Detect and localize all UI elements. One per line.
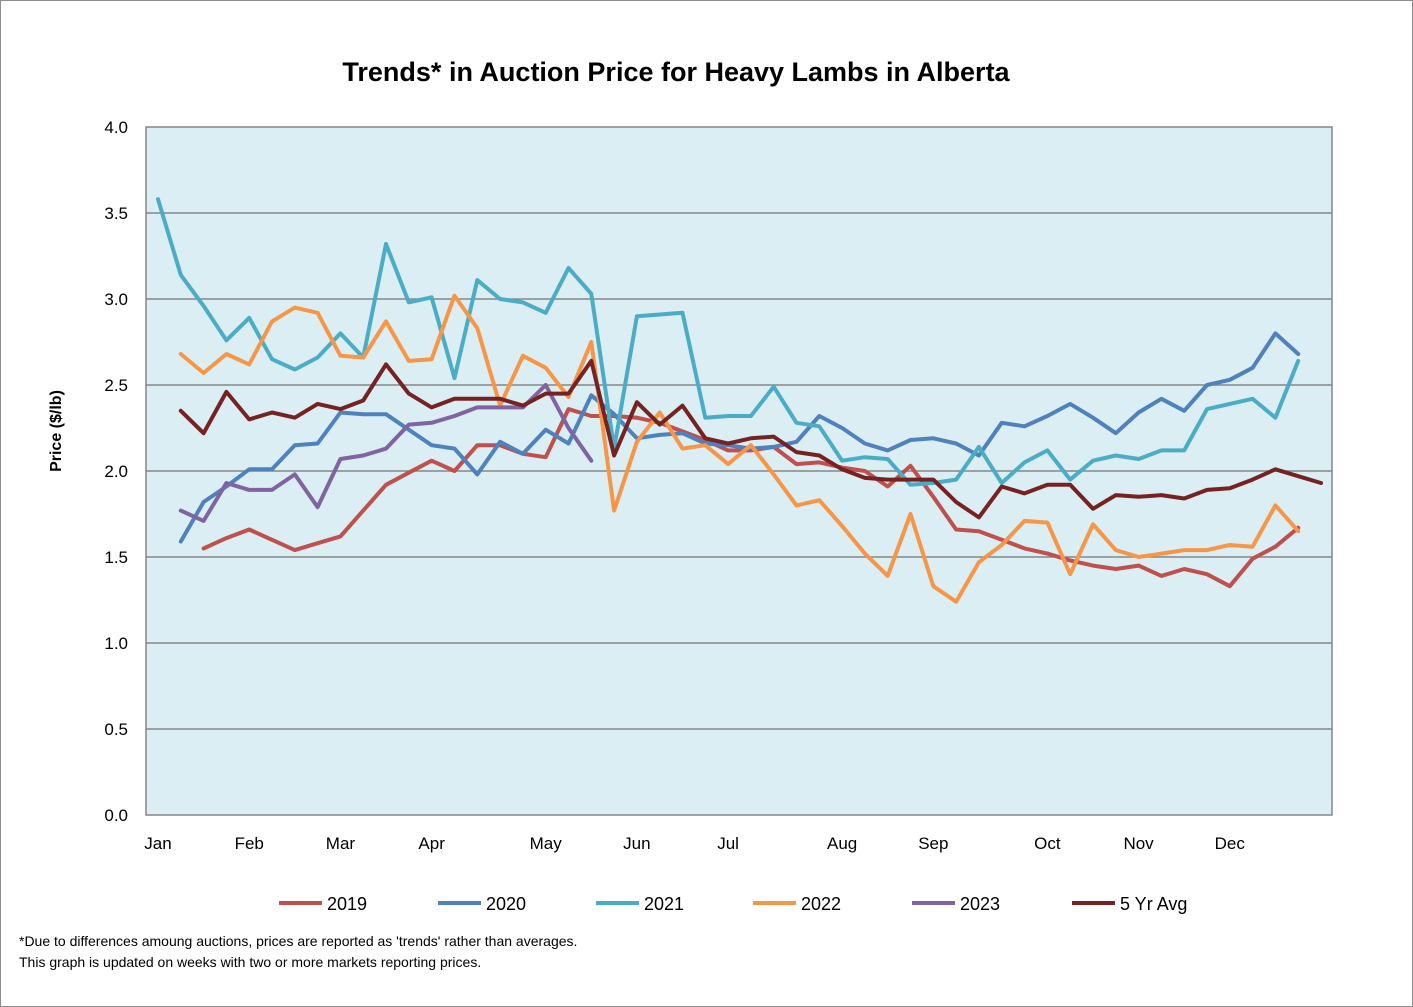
legend: 2019 2020 2021 2022 2023 5 Yr Avg	[279, 894, 1187, 914]
legend-label: 2021	[644, 894, 684, 914]
legend-label: 2019	[327, 894, 367, 914]
series-line-2021	[156, 197, 1301, 487]
x-tick-label-mar: Mar	[326, 834, 356, 853]
y-tick-label: 4.0	[104, 118, 128, 137]
series-lines	[156, 197, 1323, 604]
x-tick-label-jun: Jun	[623, 834, 650, 853]
x-tick-label-dec: Dec	[1215, 834, 1246, 853]
series-line-2020	[178, 331, 1301, 544]
y-axis-label: Price ($/lb)	[48, 390, 65, 472]
legend-label: 2020	[486, 894, 526, 914]
x-tick-label-may: May	[530, 834, 563, 853]
y-tick-label: 3.0	[104, 290, 128, 309]
y-tick-label: 2.5	[104, 376, 128, 395]
series-line-2022	[178, 293, 1301, 604]
y-tick-label: 2.0	[104, 462, 128, 481]
x-tick-label-jan: Jan	[144, 834, 171, 853]
series-line-5-yr-avg	[178, 358, 1323, 520]
x-tick-label-sep: Sep	[918, 834, 948, 853]
y-axis-ticks: 0.0 0.5 1.0 1.5 2.0 2.5 3.0 3.5 4.0	[104, 118, 128, 825]
footnote-1: *Due to differences amoung auctions, pri…	[19, 933, 578, 949]
x-tick-label-apr: Apr	[418, 834, 445, 853]
y-tick-label: 3.5	[104, 204, 128, 223]
x-tick-label-oct: Oct	[1034, 834, 1061, 853]
legend-label: 2023	[960, 894, 1000, 914]
x-tick-label-nov: Nov	[1123, 834, 1154, 853]
y-tick-label: 0.5	[104, 720, 128, 739]
legend-label: 5 Yr Avg	[1120, 894, 1187, 914]
legend-label: 2022	[801, 894, 841, 914]
footnote-2: This graph is updated on weeks with two …	[19, 954, 482, 970]
x-axis-ticks: Jan Feb Mar Apr May Jun Jul Aug Sep Oct Nov Dec	[144, 834, 1245, 853]
x-tick-label-jul: Jul	[717, 834, 739, 853]
y-tick-label: 1.0	[104, 634, 128, 653]
chart-title: Trends* in Auction Price for Heavy Lambs…	[342, 57, 1010, 87]
grid-lines	[146, 212, 1332, 730]
y-tick-label: 1.5	[104, 548, 128, 567]
x-tick-label-aug: Aug	[827, 834, 857, 853]
y-tick-label: 0.0	[104, 806, 128, 825]
x-tick-label-feb: Feb	[235, 834, 264, 853]
